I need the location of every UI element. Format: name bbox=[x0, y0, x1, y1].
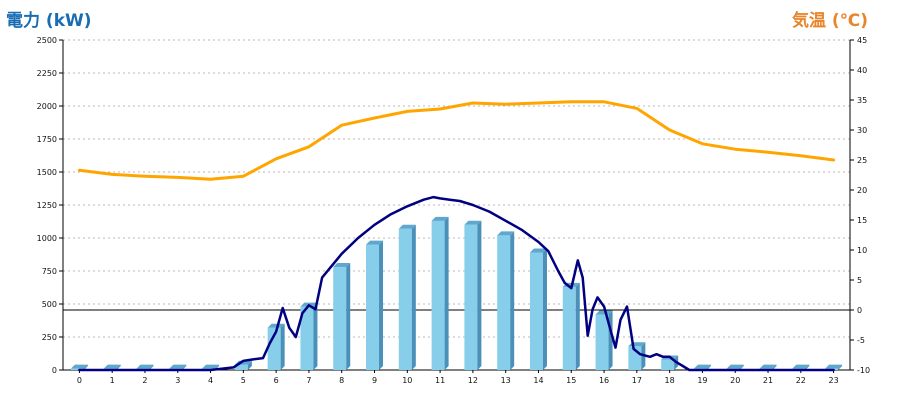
right-y-tick: 15 bbox=[857, 216, 867, 225]
x-tick: 20 bbox=[730, 376, 740, 385]
power-line bbox=[78, 195, 835, 372]
power-bar bbox=[562, 282, 580, 370]
grid-lines bbox=[63, 39, 850, 338]
x-tick: 22 bbox=[796, 376, 806, 385]
left-y-tick: 1250 bbox=[37, 201, 57, 210]
left-axis-title: 電力 (kW) bbox=[6, 11, 92, 31]
power-bar bbox=[464, 220, 482, 370]
power-bar bbox=[267, 323, 285, 370]
right-y-tick-labels: -10 -5 0 5 10 15 20 25 30 35 40 45 bbox=[857, 36, 870, 375]
power-bar bbox=[70, 364, 88, 370]
left-y-tick-labels: 0 250 500 750 1000 1250 1500 1750 2000 2250 2500 bbox=[37, 36, 57, 375]
left-y-tick: 2000 bbox=[37, 102, 57, 111]
right-y-tick: 20 bbox=[857, 186, 867, 195]
right-y-tick: 35 bbox=[857, 96, 867, 105]
right-y-tick: 45 bbox=[857, 36, 867, 45]
x-tick: 8 bbox=[339, 376, 344, 385]
left-y-tick: 250 bbox=[42, 333, 57, 342]
power-bar bbox=[529, 248, 547, 370]
axes bbox=[59, 39, 854, 373]
left-y-tick: 1500 bbox=[37, 168, 57, 177]
right-y-tick: 30 bbox=[857, 126, 867, 135]
temperature-line bbox=[77, 100, 836, 181]
x-tick-labels: 0 1 2 3 4 5 6 7 8 9 10 11 12 13 14 15 16 17 18 19 20 21 22 23 bbox=[77, 376, 839, 385]
series-lines bbox=[77, 100, 836, 372]
left-y-tick: 750 bbox=[42, 267, 57, 276]
left-y-tick: 1750 bbox=[37, 135, 57, 144]
x-tick: 10 bbox=[402, 376, 412, 385]
x-tick: 4 bbox=[208, 376, 213, 385]
power-bar bbox=[497, 231, 515, 370]
power-bar bbox=[431, 216, 449, 370]
x-tick: 13 bbox=[501, 376, 511, 385]
left-y-tick: 2250 bbox=[37, 69, 57, 78]
power-bar bbox=[595, 310, 613, 370]
x-tick: 23 bbox=[829, 376, 839, 385]
x-tick: 2 bbox=[142, 376, 147, 385]
right-y-tick: 40 bbox=[857, 66, 867, 75]
x-tick: 16 bbox=[599, 376, 609, 385]
x-tick: 9 bbox=[372, 376, 377, 385]
x-tick: 3 bbox=[175, 376, 180, 385]
right-y-tick: -10 bbox=[857, 366, 870, 375]
x-tick: 14 bbox=[533, 376, 543, 385]
x-tick: 7 bbox=[306, 376, 311, 385]
x-tick: 1 bbox=[110, 376, 115, 385]
left-y-tick: 0 bbox=[52, 366, 57, 375]
power-bars bbox=[70, 216, 843, 370]
left-y-tick: 500 bbox=[42, 300, 57, 309]
x-tick: 17 bbox=[632, 376, 642, 385]
right-axis-title: 気温 (℃) bbox=[791, 11, 868, 31]
x-tick: 5 bbox=[241, 376, 246, 385]
x-tick: 15 bbox=[566, 376, 576, 385]
right-y-tick: 5 bbox=[857, 276, 862, 285]
x-tick: 11 bbox=[435, 376, 445, 385]
left-y-tick: 2500 bbox=[37, 36, 57, 45]
power-bar bbox=[333, 263, 351, 370]
x-tick: 19 bbox=[697, 376, 707, 385]
power-bar bbox=[366, 240, 384, 370]
x-tick: 18 bbox=[665, 376, 675, 385]
left-y-tick: 1000 bbox=[37, 234, 57, 243]
right-y-tick: 10 bbox=[857, 246, 867, 255]
power-bar bbox=[398, 224, 416, 370]
x-tick: 0 bbox=[77, 376, 82, 385]
right-y-tick: -5 bbox=[857, 336, 865, 345]
right-y-tick: 25 bbox=[857, 156, 867, 165]
x-tick: 12 bbox=[468, 376, 478, 385]
x-tick: 6 bbox=[274, 376, 279, 385]
x-tick: 21 bbox=[763, 376, 773, 385]
right-y-tick: 0 bbox=[857, 306, 862, 315]
